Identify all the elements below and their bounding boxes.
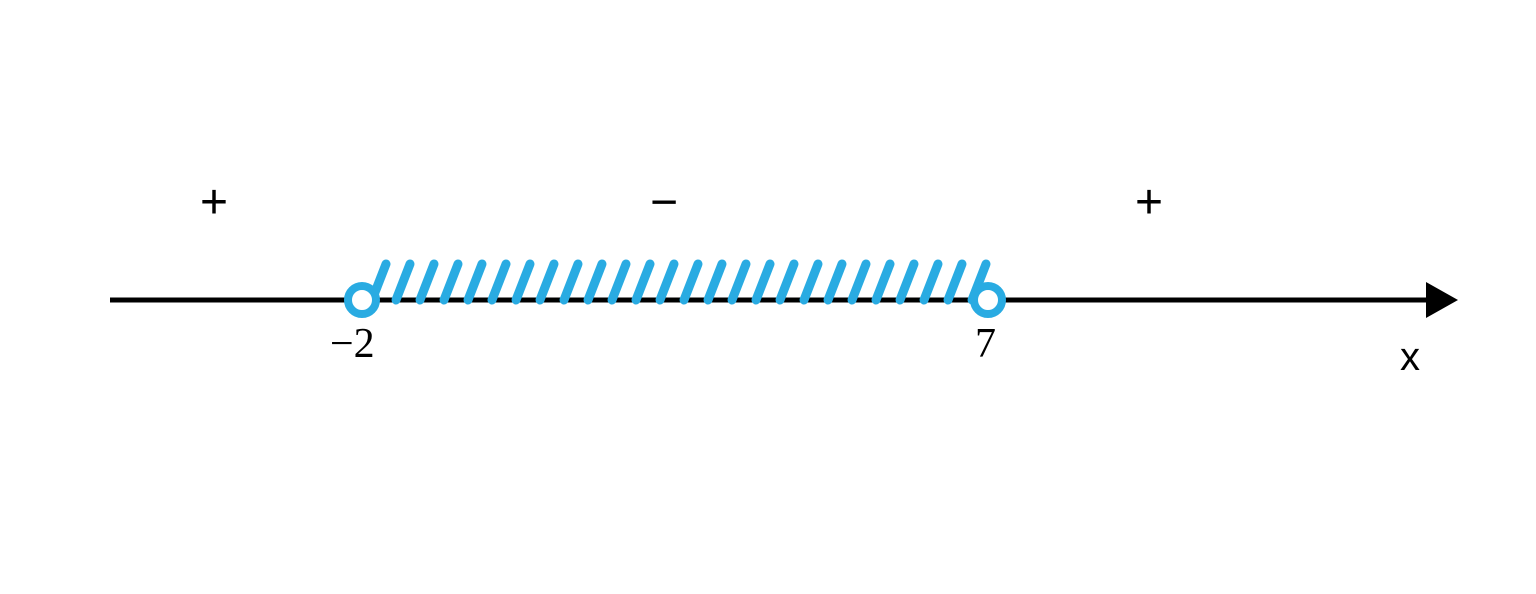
axis-label-x: x (1400, 335, 1420, 380)
diagram-svg (0, 0, 1536, 594)
tick-label-right: 7 (975, 320, 996, 368)
number-line-diagram: + − + −2 7 x (0, 0, 1536, 594)
sign-left: + (200, 175, 228, 230)
sign-middle: − (650, 175, 678, 230)
sign-right: + (1135, 175, 1163, 230)
tick-label-left: −2 (330, 320, 375, 368)
